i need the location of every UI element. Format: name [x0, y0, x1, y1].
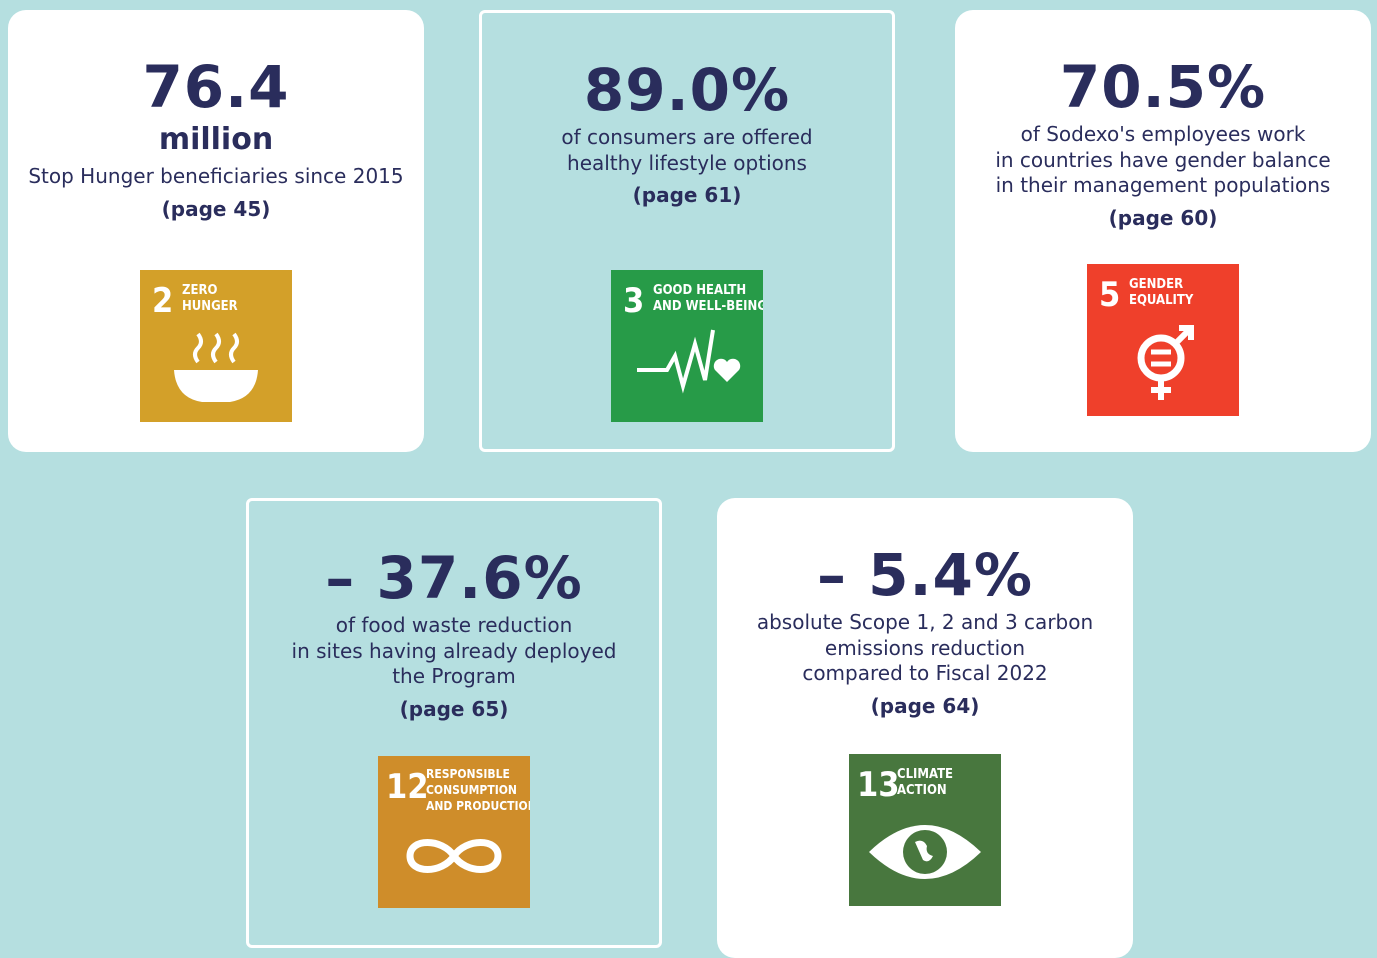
- stat-value: – 37.6%: [325, 544, 583, 612]
- stat-description: of Sodexo's employees work in countries h…: [955, 122, 1371, 199]
- sdg-label: RESPONSIBLE: [426, 767, 510, 781]
- line: healthy lifestyle options: [567, 150, 807, 175]
- line: in sites having already deployed: [291, 638, 617, 663]
- sdg-label: ACTION: [897, 783, 947, 798]
- stat-card: – 5.4% absolute Scope 1, 2 and 3 carbon e…: [717, 498, 1133, 958]
- line: of food waste reduction: [335, 613, 573, 637]
- sdg-number: 13: [857, 765, 900, 805]
- line: absolute Scope 1, 2 and 3 carbon: [756, 610, 1094, 634]
- page-ref: (page 45): [161, 196, 271, 221]
- sdg-icon: 12 RESPONSIBLE CONSUMPTION AND PRODUCTIO…: [378, 756, 530, 908]
- line: of consumers are offered: [561, 125, 813, 149]
- line: in their management populations: [995, 173, 1331, 197]
- sdg-icon: 3 GOOD HEALTH AND WELL-BEING: [611, 270, 763, 422]
- sdg-number: 12: [386, 767, 429, 807]
- sdg-label: GOOD HEALTH: [653, 283, 746, 298]
- line: of Sodexo's employees work: [1020, 122, 1306, 146]
- sdg-icon: 5 GENDER EQUALITY: [1087, 264, 1239, 416]
- sdg-number: 5: [1099, 275, 1120, 315]
- stat-description: of consumers are offered healthy lifestyl…: [482, 125, 892, 176]
- line: Stop Hunger beneficiaries since 2015: [28, 164, 404, 188]
- sdg-label: AND WELL-BEING: [653, 299, 763, 314]
- stat-value: 70.5%: [1059, 53, 1267, 121]
- stat-description: Stop Hunger beneficiaries since 2015: [8, 164, 424, 190]
- page-ref: (page 65): [399, 696, 509, 721]
- sdg-label: AND PRODUCTION: [426, 799, 530, 813]
- sdg-label: GENDER: [1129, 277, 1183, 292]
- sdg-label: CONSUMPTION: [426, 783, 517, 797]
- page-ref: (page 60): [1108, 205, 1218, 230]
- sdg-number: 2: [152, 281, 173, 321]
- stat-value: – 5.4%: [816, 541, 1034, 609]
- sdg-label: ZERO: [182, 283, 217, 298]
- stat-card: 76.4 million Stop Hunger beneficiaries s…: [8, 10, 424, 452]
- sdg-number: 3: [623, 281, 644, 321]
- line: the Program: [392, 664, 516, 688]
- stat-description: of food waste reduction in sites having a…: [249, 613, 659, 690]
- sdg-label: CLIMATE: [897, 767, 953, 782]
- page-ref: (page 61): [632, 183, 742, 207]
- sdg-label: EQUALITY: [1129, 293, 1194, 308]
- stat-unit: million: [158, 122, 274, 157]
- stat-card: 70.5% of Sodexo's employees work in count…: [955, 10, 1371, 452]
- stat-card: 89.0% of consumers are offered healthy li…: [479, 10, 895, 452]
- page: 76.4 million Stop Hunger beneficiaries s…: [8, 10, 1371, 958]
- sdg-label: HUNGER: [182, 299, 238, 314]
- line: emissions reduction: [824, 635, 1026, 660]
- line: compared to Fiscal 2022: [802, 661, 1048, 685]
- stat-card: – 37.6% of food waste reduction in sites …: [246, 498, 662, 948]
- line: in countries have gender balance: [995, 147, 1331, 172]
- sdg-icon: 2 ZERO HUNGER: [140, 270, 292, 422]
- stat-value: 76.4: [142, 53, 290, 121]
- sdg-icon: 13 CLIMATE ACTION: [849, 754, 1001, 906]
- page-ref: (page 64): [870, 693, 980, 718]
- stat-description: absolute Scope 1, 2 and 3 carbon emission…: [717, 610, 1133, 687]
- stat-value: 89.0%: [583, 56, 791, 124]
